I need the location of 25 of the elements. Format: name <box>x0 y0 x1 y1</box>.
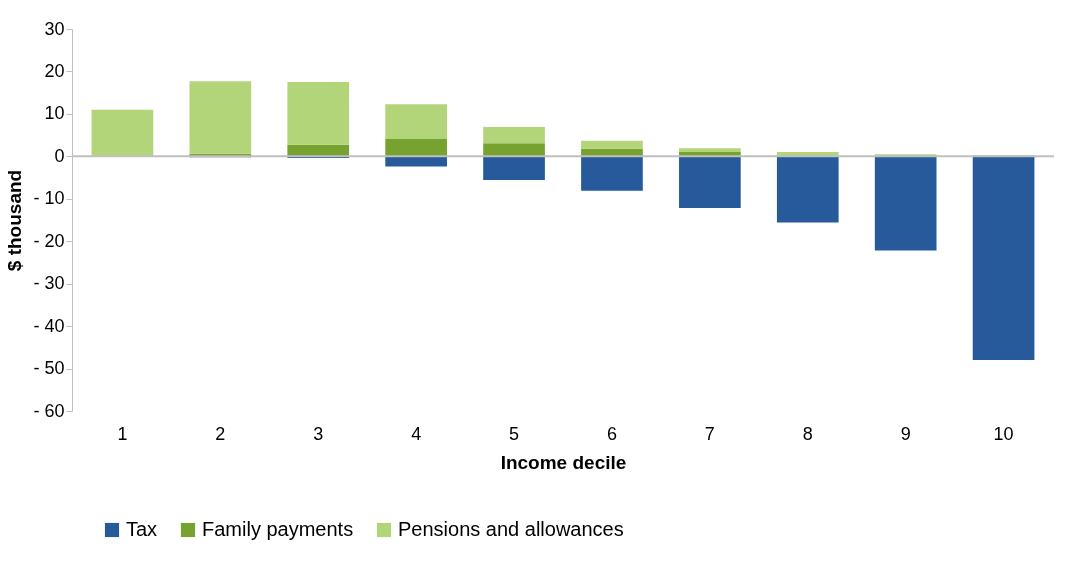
y-tick-label: - 60 <box>33 400 65 421</box>
x-tick-label: 8 <box>802 423 813 444</box>
y-tick-label: - 10 <box>33 188 65 209</box>
x-tick-label: 3 <box>313 423 324 444</box>
x-tick-label: 4 <box>411 423 422 444</box>
y-tick-label: - 30 <box>33 273 65 294</box>
legend-label: Tax <box>126 518 158 540</box>
y-tick-label: 20 <box>44 60 65 81</box>
x-tick-label: 9 <box>900 423 911 444</box>
y-axis-title: $ thousand <box>4 169 26 272</box>
x-tick-label: 5 <box>509 423 520 444</box>
x-tick-label: 2 <box>215 423 226 444</box>
y-tick-label: - 20 <box>33 230 65 251</box>
x-tick-label: 1 <box>117 423 128 444</box>
x-tick-label: 7 <box>704 423 715 444</box>
y-tick-label: 10 <box>44 103 65 124</box>
legend-label: Family payments <box>202 518 354 540</box>
x-axis-title: Income decile <box>500 451 627 473</box>
x-tick-label: 6 <box>606 423 617 444</box>
legend-label: Pensions and allowances <box>398 518 624 540</box>
y-tick-label: - 50 <box>33 358 65 379</box>
y-tick-label: - 40 <box>33 315 65 336</box>
y-tick-label: 30 <box>44 18 65 39</box>
y-tick-label: 0 <box>54 145 65 166</box>
x-tick-label: 10 <box>993 423 1014 444</box>
